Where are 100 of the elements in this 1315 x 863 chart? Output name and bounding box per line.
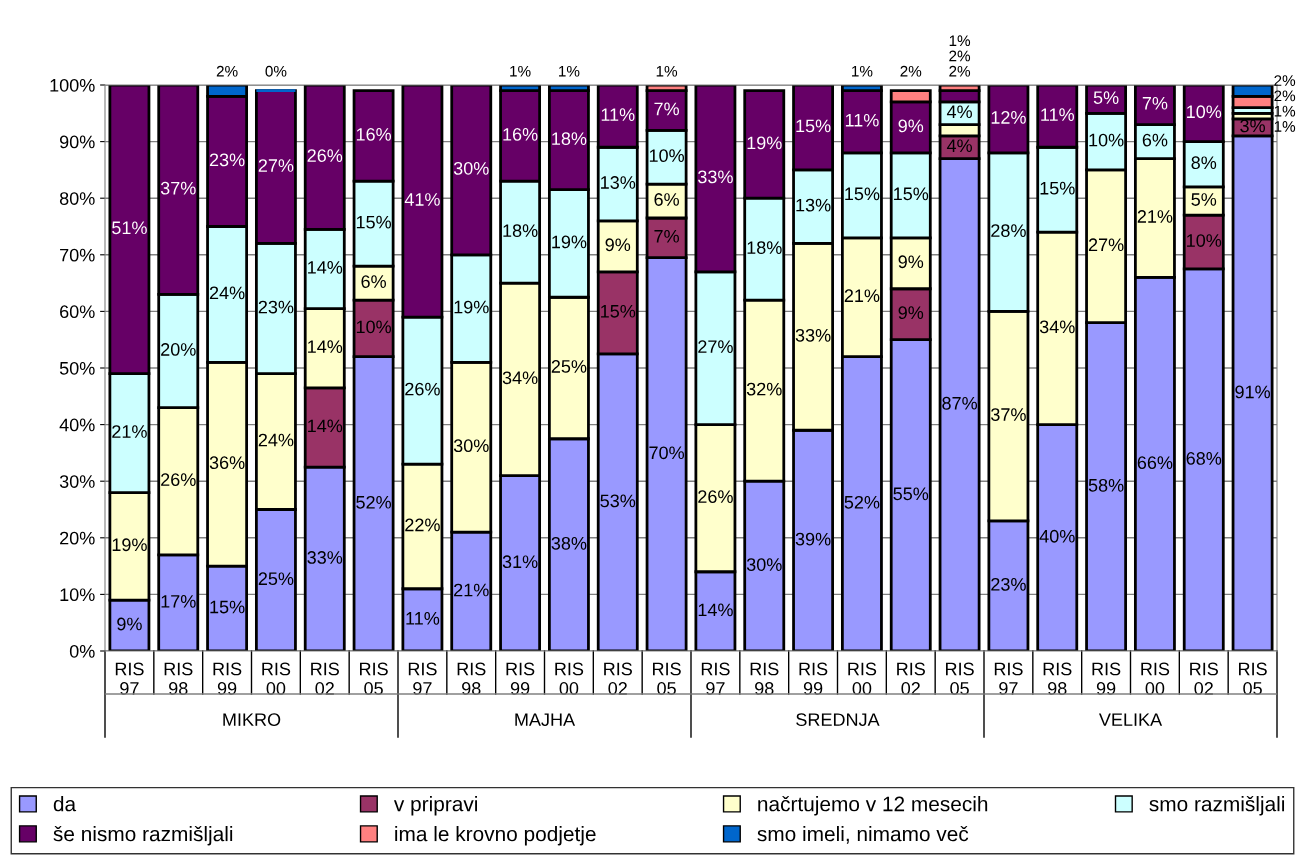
data-label: 9% <box>898 255 924 269</box>
data-label: 5% <box>1093 91 1119 104</box>
data-label: 15% <box>894 187 929 201</box>
data-label: 33% <box>307 551 343 564</box>
data-label: 1% <box>559 65 580 77</box>
data-label: 0% <box>265 65 287 77</box>
data-label: 15% <box>1040 181 1075 195</box>
data-label: 37% <box>160 181 196 195</box>
data-label: 12% <box>991 111 1026 124</box>
data-label: 4% <box>946 139 972 153</box>
data-label: 1% <box>852 65 873 77</box>
x-tick-label: RIS 97 <box>408 662 437 695</box>
y-tick-label: 0% <box>69 644 95 658</box>
x-tick-label: RIS 98 <box>750 662 779 695</box>
data-label: 21% <box>1137 210 1173 223</box>
x-tick-label: RIS 97 <box>701 662 730 695</box>
x-tick-label: RIS 98 <box>1043 662 1072 695</box>
x-tick-label: RIS 99 <box>1092 662 1121 695</box>
data-label: 11% <box>406 612 440 625</box>
data-label: 33% <box>698 170 733 184</box>
data-label: 9% <box>605 238 631 252</box>
data-label: 10% <box>1187 234 1222 247</box>
data-label: 70% <box>649 446 685 460</box>
data-label: 4% <box>946 105 972 119</box>
data-label: 1% <box>510 65 531 77</box>
data-label: 16% <box>356 128 392 141</box>
data-label: 11% <box>601 108 635 121</box>
data-label: 2% <box>900 65 922 77</box>
data-label: 26% <box>161 473 196 487</box>
y-tick-label: 60% <box>60 305 95 319</box>
data-label: 15% <box>845 187 880 201</box>
data-label: 32% <box>746 382 782 396</box>
x-tick-label: RIS 00 <box>555 662 584 695</box>
data-label: 23% <box>258 300 294 314</box>
data-label: 58% <box>1088 478 1124 492</box>
data-label: 19% <box>112 538 147 552</box>
data-label: 18% <box>503 224 538 238</box>
data-label: 39% <box>795 532 831 546</box>
data-label: 37% <box>991 408 1026 421</box>
y-tick-label: 100% <box>50 78 95 92</box>
data-label: 8% <box>1191 156 1217 170</box>
data-label: 9% <box>898 119 924 133</box>
x-tick-label: RIS 05 <box>1239 662 1267 695</box>
data-label: 7% <box>1142 96 1168 110</box>
data-label: 55% <box>893 487 929 501</box>
text: VELIKA <box>1098 713 1163 726</box>
data-label: 51% <box>112 221 147 235</box>
x-tick-label: RIS 97 <box>115 662 144 695</box>
data-label: 11% <box>1041 108 1075 121</box>
data-label: 25% <box>258 572 294 586</box>
data-label: 38% <box>551 536 587 550</box>
data-label: 18% <box>552 132 587 146</box>
legend-label: smo imeli, nimamo več <box>757 825 969 844</box>
text: MIKRO <box>223 713 281 727</box>
x-tick-label: RIS 02 <box>604 662 632 695</box>
data-label: 19% <box>747 136 782 150</box>
y-tick-label: 40% <box>59 418 95 432</box>
data-label: 52% <box>844 495 880 509</box>
data-label: 19% <box>552 235 587 249</box>
data-label: 24% <box>258 433 294 447</box>
data-label: 3% <box>1240 119 1265 133</box>
x-tick-label: RIS 99 <box>213 662 242 695</box>
data-label: 27% <box>258 159 294 172</box>
x-tick-label: RIS 99 <box>506 662 535 695</box>
data-label: 6% <box>654 193 679 206</box>
data-label: 23% <box>209 153 245 167</box>
x-tick-label: RIS 00 <box>848 662 877 695</box>
data-label: 15% <box>796 119 831 133</box>
data-label: 13% <box>601 176 636 189</box>
data-label: 25% <box>551 360 587 373</box>
x-tick-label: RIS 97 <box>994 662 1023 695</box>
data-label: 26% <box>405 382 440 396</box>
data-label: 16% <box>503 128 538 141</box>
data-label: 1% <box>1274 121 1296 132</box>
data-label: 14% <box>698 603 733 617</box>
legend-label: še nismo razmišljali <box>53 825 233 846</box>
data-label: 20% <box>161 343 196 356</box>
y-tick-label: 50% <box>59 361 95 375</box>
data-label: 14% <box>308 419 343 433</box>
data-label: 6% <box>361 275 386 288</box>
data-label: 52% <box>356 495 392 509</box>
y-tick-label: 90% <box>59 135 95 149</box>
data-label: 30% <box>453 439 489 453</box>
data-label: 9% <box>898 306 924 320</box>
data-label: 11% <box>845 113 879 127</box>
data-label: 1% <box>656 65 678 77</box>
data-label: 10% <box>649 149 685 163</box>
data-label: 66% <box>1137 456 1173 470</box>
x-tick-label: RIS 00 <box>262 662 291 695</box>
data-label: 1% <box>949 35 971 47</box>
x-tick-label: RIS 98 <box>164 662 193 695</box>
data-label: 30% <box>746 558 782 571</box>
data-label: 26% <box>307 149 343 163</box>
legend-label: smo razmišljali <box>1149 795 1285 816</box>
data-label: 17% <box>161 595 196 608</box>
data-label: 24% <box>209 286 245 300</box>
x-tick-label: RIS 02 <box>311 662 339 695</box>
y-tick-label: 10% <box>60 588 95 602</box>
data-label: 30% <box>453 161 489 175</box>
data-label: 5% <box>1191 193 1217 206</box>
